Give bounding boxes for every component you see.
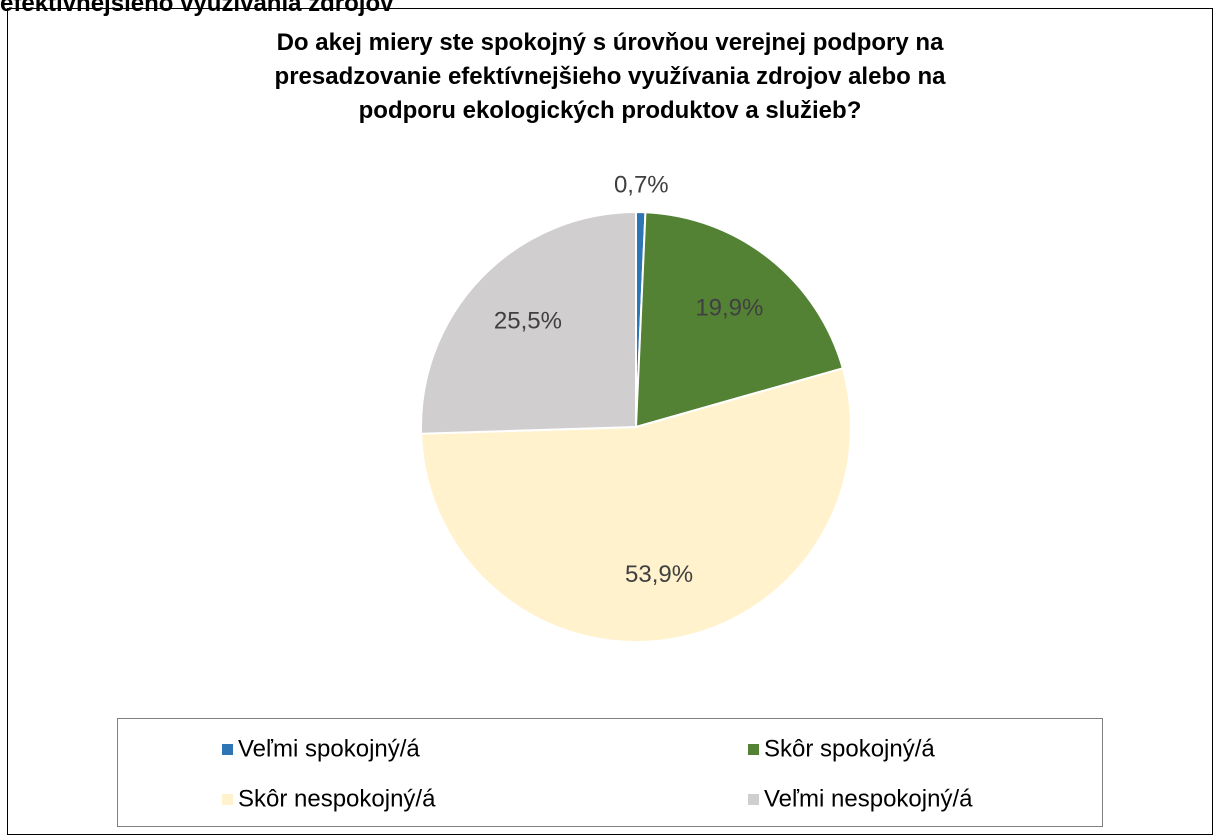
- legend-label: Veľmi spokojný/á: [238, 735, 420, 762]
- legend-label: Veľmi nespokojný/á: [764, 785, 973, 812]
- data-label: 19,9%: [695, 294, 763, 321]
- data-label: 0,7%: [614, 172, 669, 199]
- pie: 0,7% 19,9% 53,9% 25,5%: [420, 172, 852, 643]
- chart-title: Do akej miery ste spokojný s úrovňou ver…: [275, 29, 947, 124]
- chart-border: [7, 8, 1213, 835]
- title-line: Do akej miery ste spokojný s úrovňou ver…: [277, 29, 945, 56]
- data-label: 25,5%: [494, 308, 562, 335]
- legend-label: Skôr nespokojný/á: [238, 785, 436, 812]
- title-line: podporu ekologických produktov a služieb…: [359, 97, 862, 124]
- legend: Veľmi spokojný/á Skôr spokojný/á Skôr nesp…: [222, 735, 973, 812]
- legend-swatch: [222, 794, 233, 805]
- legend-swatch: [748, 794, 759, 805]
- data-label: 53,9%: [625, 561, 693, 588]
- legend-swatch: [748, 744, 759, 755]
- title-line: presadzovanie efektívnejšieho využívania…: [275, 63, 947, 90]
- legend-label: Skôr spokojný/á: [764, 735, 935, 762]
- pie-slice: [420, 367, 852, 643]
- legend-box: [117, 718, 1103, 827]
- pie-slice: [634, 211, 845, 429]
- legend-swatch: [222, 744, 233, 755]
- pie-slice: [420, 210, 637, 435]
